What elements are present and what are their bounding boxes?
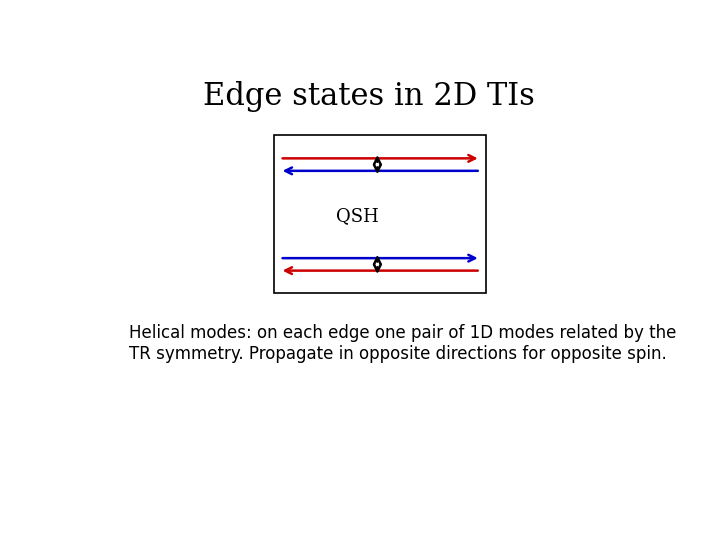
Text: QSH: QSH — [336, 207, 379, 226]
Text: Helical modes: on each edge one pair of 1D modes related by the: Helical modes: on each edge one pair of … — [129, 324, 676, 342]
Text: Edge states in 2D TIs: Edge states in 2D TIs — [203, 82, 535, 112]
FancyBboxPatch shape — [274, 136, 486, 294]
Text: TR symmetry. Propagate in opposite directions for opposite spin.: TR symmetry. Propagate in opposite direc… — [129, 345, 667, 363]
